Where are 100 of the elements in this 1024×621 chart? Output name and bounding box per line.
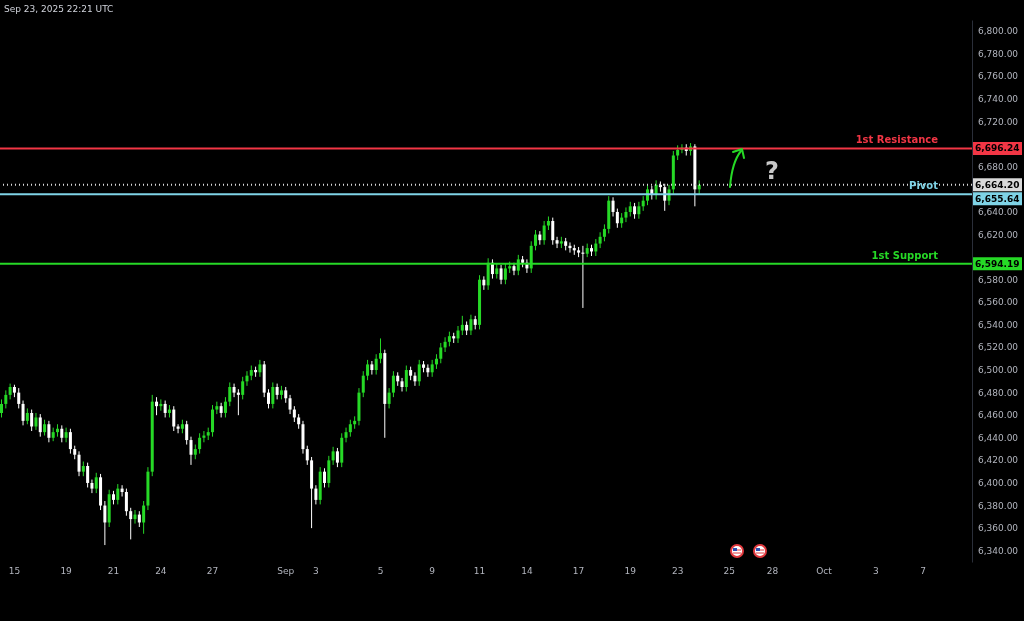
text: 6,664.20 — [975, 179, 1020, 190]
x-tick-label: 24 — [155, 565, 167, 576]
annotation: ? — [765, 157, 779, 185]
x-tick-label: 23 — [671, 565, 684, 576]
x-tick-label: Sep — [277, 565, 295, 576]
candlestick — [542, 220, 546, 246]
candlestick — [120, 484, 124, 498]
y-tick-label: 6,420.00 — [978, 455, 1019, 466]
x-tick-label: 15 — [8, 565, 21, 576]
candlestick — [38, 413, 42, 438]
y-tick-label: 6,360.00 — [978, 523, 1019, 534]
ref-line-label: Pivot — [909, 180, 939, 192]
y-tick-label: 6,560.00 — [978, 297, 1019, 308]
y-tick-label: 6,540.00 — [978, 319, 1019, 330]
candlestick — [366, 359, 370, 381]
candlestick — [30, 409, 34, 432]
candlestick — [456, 325, 460, 344]
candlestick — [314, 484, 318, 505]
candlestick — [86, 462, 90, 488]
candlestick — [129, 507, 133, 540]
candlestick — [198, 432, 202, 455]
candlestick — [211, 404, 215, 438]
x-tick-label: 11 — [473, 565, 486, 576]
candlestick — [47, 420, 51, 443]
y-tick-label: 6,460.00 — [978, 410, 1019, 421]
x-tick-label: 3 — [872, 565, 879, 576]
y-tick-label: 6,480.00 — [978, 387, 1019, 398]
candlestick — [335, 447, 339, 468]
candlestick — [370, 360, 374, 376]
candlestick — [499, 264, 503, 285]
candlestick — [64, 427, 68, 443]
y-tick-label: 6,380.00 — [978, 500, 1019, 511]
text: 6,696.24 — [975, 143, 1020, 154]
candlestick — [21, 400, 25, 426]
candlestick — [189, 436, 193, 466]
candlestick — [637, 201, 641, 220]
x-tick-label: 9 — [429, 565, 436, 576]
chart-title: Sep 23, 2025 22:21 UTC — [4, 4, 114, 14]
candlestick — [228, 381, 232, 407]
candlestick — [391, 370, 395, 398]
candlestick — [387, 387, 391, 409]
candlestick — [460, 315, 464, 336]
candlestick — [615, 208, 619, 229]
candlestick — [219, 402, 223, 418]
y-tick-label: 6,440.00 — [978, 432, 1019, 443]
candlestick — [17, 387, 21, 409]
candlestick — [4, 389, 8, 409]
candlestick — [378, 337, 382, 364]
candlestick — [551, 217, 555, 246]
x-tick-label: 27 — [206, 565, 219, 576]
candlestick — [534, 229, 538, 251]
candlestick — [323, 467, 327, 488]
candlestick — [68, 428, 72, 455]
candlestick — [103, 500, 107, 546]
y-tick-label: 6,500.00 — [978, 365, 1019, 376]
candlestick — [581, 245, 585, 309]
candlestick — [124, 488, 128, 517]
candlestick — [305, 445, 309, 466]
candlestick — [90, 479, 94, 494]
candlestick — [241, 376, 245, 400]
y-tick-label: 6,640.00 — [978, 206, 1019, 217]
candlestick — [331, 446, 335, 466]
y-tick-label: 6,760.00 — [978, 71, 1019, 82]
x-tick-label: 17 — [572, 565, 585, 576]
candlestick — [555, 236, 559, 249]
ref-line-label: 1st Support — [871, 249, 939, 261]
candlestick — [417, 359, 421, 387]
y-tick-label: 6,620.00 — [978, 229, 1019, 240]
candlestick — [267, 388, 271, 409]
x-tick-label: 5 — [377, 565, 384, 576]
candlestick — [598, 231, 602, 249]
candlestick — [185, 420, 189, 446]
candlestick — [116, 483, 120, 505]
text: 6,594.19 — [975, 258, 1020, 269]
candlestick — [404, 365, 408, 392]
x-tick-label: 7 — [920, 565, 926, 576]
candlestick — [327, 455, 331, 488]
candlestick — [232, 383, 236, 398]
candlestick — [271, 381, 275, 409]
candlestick — [400, 377, 404, 392]
candlestick — [223, 396, 227, 418]
candlestick — [374, 353, 378, 376]
y-tick-label: 6,720.00 — [978, 116, 1019, 127]
ref-line-label: 1st Resistance — [855, 134, 939, 146]
candlestick — [469, 314, 473, 336]
candlestick — [172, 405, 176, 432]
x-tick-label: 19 — [624, 565, 637, 576]
candlestick — [94, 472, 98, 494]
y-tick-label: 6,800.00 — [978, 26, 1019, 37]
candlestick — [439, 342, 443, 364]
y-tick-label: 6,520.00 — [978, 342, 1019, 353]
x-tick-label: Oct — [816, 565, 833, 576]
candlestick — [258, 359, 262, 378]
x-tick-label: 28 — [766, 565, 779, 576]
candlestick — [142, 500, 146, 535]
y-tick-label: 6,740.00 — [978, 94, 1019, 105]
candlestick — [77, 450, 81, 477]
x-tick-label: 21 — [107, 565, 120, 576]
candlestick — [0, 398, 4, 418]
candlestick — [611, 196, 615, 217]
